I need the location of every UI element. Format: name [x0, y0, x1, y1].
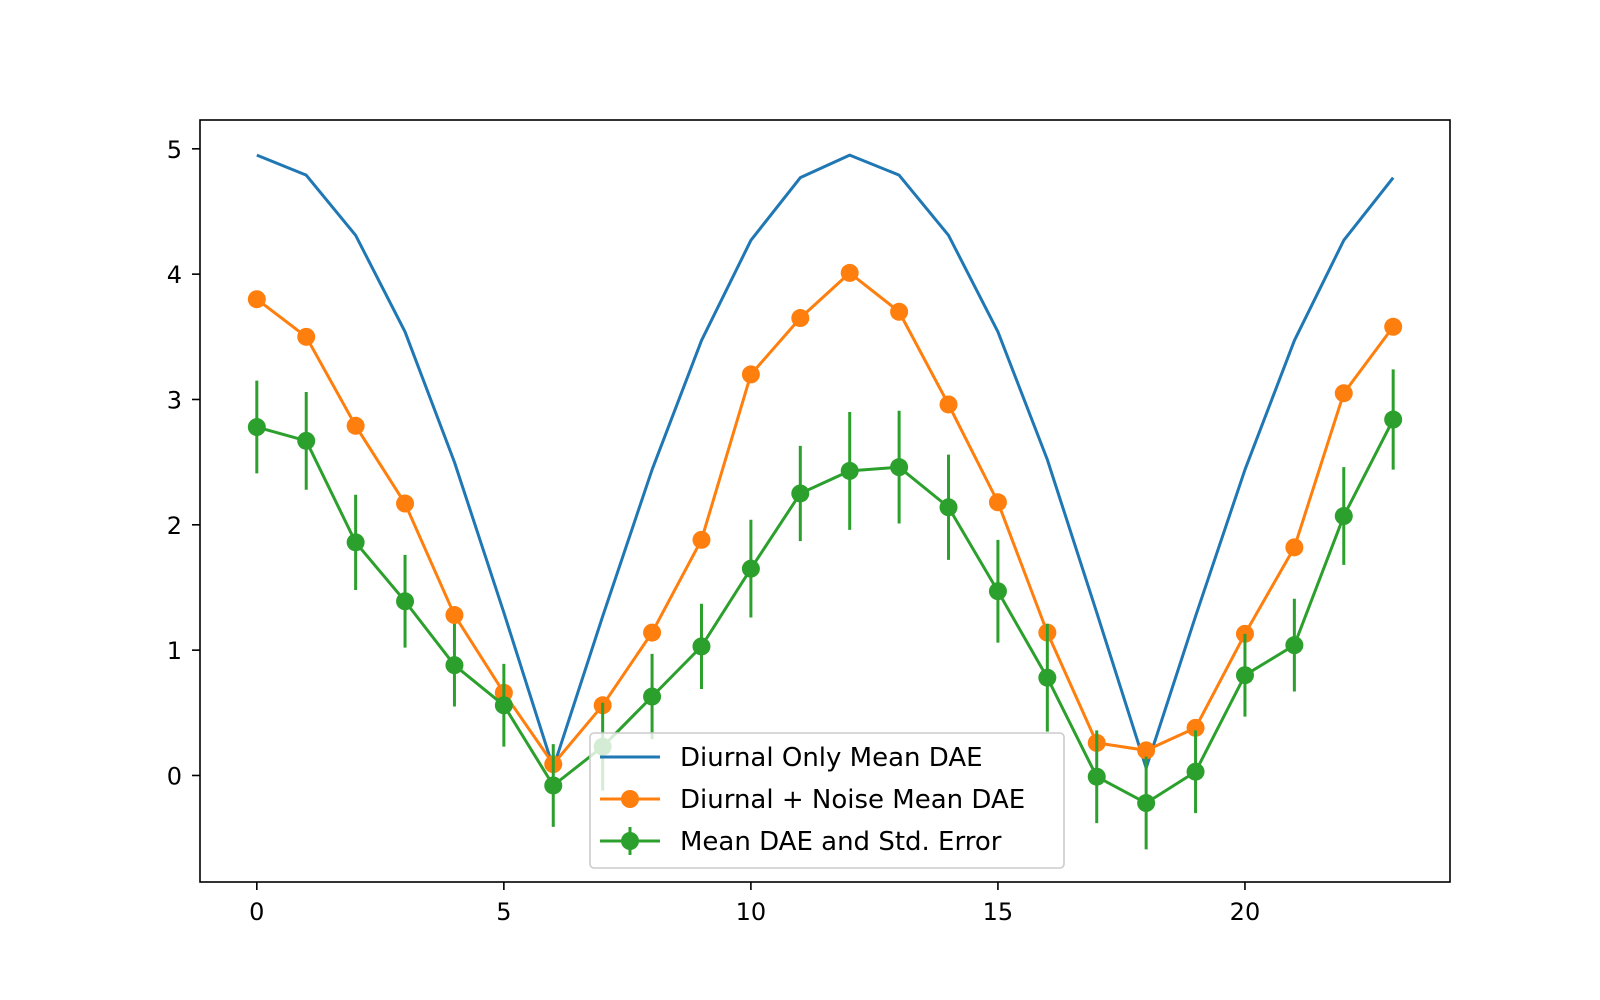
data-point	[396, 592, 415, 611]
series-layer	[247, 153, 1403, 850]
data-point	[1186, 718, 1205, 737]
data-point	[445, 656, 464, 675]
plot-frame	[199, 119, 1451, 883]
legend-item: Diurnal Only Mean DAE	[600, 743, 983, 773]
data-point	[840, 461, 859, 480]
x-tick-label: 0	[249, 898, 264, 926]
data-point	[741, 365, 760, 384]
legend-swatch-marker	[621, 790, 639, 808]
series-3	[247, 369, 1403, 850]
y-tick-label: 0	[167, 762, 182, 790]
data-point	[988, 582, 1007, 601]
data-point	[247, 418, 266, 437]
data-point	[1137, 794, 1156, 813]
data-point	[988, 493, 1007, 512]
data-point	[544, 776, 563, 795]
data-point	[396, 494, 415, 513]
x-tick-label: 5	[496, 898, 511, 926]
y-axis: 0 1 2 3 4 5	[167, 136, 200, 790]
data-point	[445, 606, 464, 625]
x-tick-label: 10	[736, 898, 767, 926]
data-point	[346, 416, 365, 435]
legend: Diurnal Only Mean DAE Diurnal + Noise Mea…	[589, 732, 1065, 869]
data-point	[494, 696, 513, 715]
data-point	[1137, 741, 1156, 760]
series-line	[255, 271, 1395, 766]
series-line	[256, 153, 1395, 770]
data-point	[939, 498, 958, 517]
legend-label: Diurnal + Noise Mean DAE	[680, 785, 1025, 815]
series-line	[256, 418, 1395, 805]
legend-label: Diurnal Only Mean DAE	[680, 743, 983, 773]
data-point	[890, 458, 909, 477]
legend-box	[589, 732, 1065, 869]
data-point	[1235, 666, 1254, 685]
x-axis: 0 5 10 15 20	[249, 882, 1260, 926]
legend-swatch-marker	[621, 832, 639, 850]
data-point	[247, 290, 266, 309]
x-tick-label: 15	[983, 898, 1014, 926]
y-tick-label: 5	[167, 136, 182, 164]
data-point	[1334, 384, 1353, 403]
data-point	[692, 530, 711, 549]
data-point	[1285, 538, 1304, 557]
data-point	[346, 533, 365, 552]
data-point	[1038, 668, 1057, 687]
data-point	[840, 263, 859, 282]
data-point	[643, 623, 662, 642]
series-1	[256, 153, 1395, 770]
data-point	[692, 637, 711, 656]
y-tick-label: 2	[167, 512, 182, 540]
data-point	[1334, 507, 1353, 526]
legend-label: Mean DAE and Std. Error	[680, 827, 1002, 857]
data-point	[741, 559, 760, 578]
x-tick-label: 20	[1230, 898, 1261, 926]
data-point	[643, 687, 662, 706]
data-point	[1186, 762, 1205, 781]
data-point	[297, 431, 316, 450]
data-point	[1285, 636, 1304, 655]
data-point	[791, 309, 810, 328]
data-point	[939, 395, 958, 414]
data-point	[297, 327, 316, 346]
legend-item: Diurnal + Noise Mean DAE	[600, 785, 1025, 815]
data-point	[791, 484, 810, 503]
data-point	[1384, 410, 1403, 429]
data-point	[890, 302, 909, 321]
y-tick-label: 3	[167, 386, 182, 414]
data-point	[1087, 767, 1106, 786]
legend-item: Mean DAE and Std. Error	[600, 827, 1002, 857]
data-point	[1384, 317, 1403, 336]
y-tick-label: 4	[167, 261, 182, 289]
y-tick-label: 1	[167, 637, 182, 665]
